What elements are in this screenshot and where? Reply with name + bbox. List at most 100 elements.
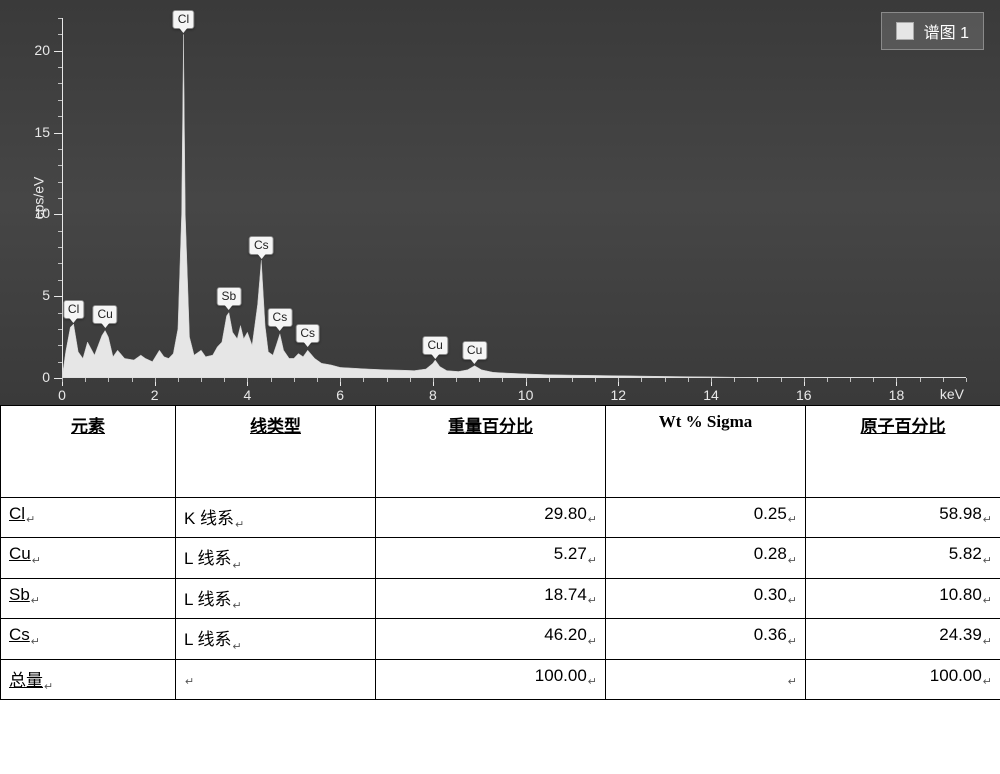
y-minor-tick: [58, 165, 62, 166]
col-header-linetype: 线类型: [176, 406, 376, 498]
y-minor-tick: [58, 34, 62, 35]
x-minor-tick: [479, 378, 480, 382]
peak-badge-cs: Cs: [249, 236, 274, 255]
cell-wtsigma: 0.28↵: [606, 538, 806, 578]
x-tick-label: 2: [151, 387, 159, 403]
cell-weightpct: 46.20↵: [376, 619, 606, 659]
x-minor-tick: [711, 378, 712, 382]
col-header-element: 元素: [1, 406, 176, 498]
cell-linetype: L 线系↵: [176, 578, 376, 618]
x-minor-tick: [155, 378, 156, 382]
table-header-row: 元素 线类型 重量百分比 Wt % Sigma 原子百分比: [1, 406, 1000, 498]
peak-badge-cu: Cu: [462, 341, 487, 360]
y-minor-tick: [58, 313, 62, 314]
table-body: Cl↵K 线系↵29.80↵0.25↵58.98↵Cu↵L 线系↵5.27↵0.…: [1, 498, 1000, 700]
y-tick-label: 10: [24, 205, 50, 221]
y-tick: [54, 378, 62, 379]
y-minor-tick: [58, 116, 62, 117]
x-minor-tick: [502, 378, 503, 382]
y-minor-tick: [58, 362, 62, 363]
x-tick-label: 16: [796, 387, 812, 403]
peak-badge-cl: Cl: [173, 10, 194, 29]
x-minor-tick: [896, 378, 897, 382]
y-minor-tick: [58, 247, 62, 248]
x-tick-label: 8: [429, 387, 437, 403]
x-minor-tick: [178, 378, 179, 382]
x-minor-tick: [781, 378, 782, 382]
x-minor-tick: [224, 378, 225, 382]
x-minor-tick: [804, 378, 805, 382]
cell-element: Cl↵: [1, 498, 176, 538]
x-minor-tick: [966, 378, 967, 382]
x-tick-label: 0: [58, 387, 66, 403]
y-minor-tick: [58, 280, 62, 281]
table-row: Cu↵L 线系↵5.27↵0.28↵5.82↵: [1, 538, 1000, 578]
peak-badge-cu: Cu: [92, 305, 117, 324]
y-minor-tick: [58, 345, 62, 346]
y-tick: [54, 51, 62, 52]
y-minor-tick: [58, 329, 62, 330]
x-minor-tick: [827, 378, 828, 382]
y-tick: [54, 214, 62, 215]
peak-badge-cu: Cu: [423, 336, 448, 355]
table-row: Cl↵K 线系↵29.80↵0.25↵58.98↵: [1, 498, 1000, 538]
col-header-weightpct: 重量百分比: [376, 406, 606, 498]
cell-element: Cs↵: [1, 619, 176, 659]
x-minor-tick: [873, 378, 874, 382]
peak-badge-cs: Cs: [268, 308, 293, 327]
y-minor-tick: [58, 182, 62, 183]
x-axis-label: keV: [940, 386, 964, 402]
x-minor-tick: [456, 378, 457, 382]
spectrum-chart: 谱图 1 cps/eV keV 05101520024681012141618C…: [0, 0, 1000, 405]
x-minor-tick: [132, 378, 133, 382]
cell-total-atompct: 100.00↵: [806, 659, 1000, 699]
y-tick: [54, 296, 62, 297]
peak-badge-cs: Cs: [295, 324, 320, 343]
cell-total-weightpct: 100.00↵: [376, 659, 606, 699]
y-minor-tick: [58, 231, 62, 232]
y-minor-tick: [58, 263, 62, 264]
x-tick-label: 6: [336, 387, 344, 403]
spectrum-fill: [62, 18, 966, 378]
cell-weightpct: 29.80↵: [376, 498, 606, 538]
cell-wtsigma: 0.25↵: [606, 498, 806, 538]
y-tick-label: 20: [24, 42, 50, 58]
cell-atompct: 24.39↵: [806, 619, 1000, 659]
x-minor-tick: [549, 378, 550, 382]
cell-atompct: 5.82↵: [806, 538, 1000, 578]
x-minor-tick: [943, 378, 944, 382]
cell-wtsigma: 0.30↵: [606, 578, 806, 618]
x-minor-tick: [294, 378, 295, 382]
y-tick-label: 15: [24, 124, 50, 140]
peak-badge-cl: Cl: [63, 300, 84, 319]
x-minor-tick: [433, 378, 434, 382]
x-minor-tick: [108, 378, 109, 382]
x-minor-tick: [618, 378, 619, 382]
x-tick-label: 14: [703, 387, 719, 403]
peak-badge-sb: Sb: [217, 287, 242, 306]
cell-atompct: 10.80↵: [806, 578, 1000, 618]
x-minor-tick: [665, 378, 666, 382]
composition-table: 元素 线类型 重量百分比 Wt % Sigma 原子百分比 Cl↵K 线系↵29…: [0, 405, 1000, 700]
col-header-atompct: 原子百分比: [806, 406, 1000, 498]
x-minor-tick: [85, 378, 86, 382]
x-minor-tick: [757, 378, 758, 382]
x-minor-tick: [271, 378, 272, 382]
x-minor-tick: [920, 378, 921, 382]
x-tick-label: 12: [611, 387, 627, 403]
y-minor-tick: [58, 198, 62, 199]
y-minor-tick: [58, 18, 62, 19]
x-minor-tick: [688, 378, 689, 382]
x-minor-tick: [595, 378, 596, 382]
x-minor-tick: [201, 378, 202, 382]
x-minor-tick: [62, 378, 63, 382]
x-minor-tick: [526, 378, 527, 382]
x-minor-tick: [317, 378, 318, 382]
x-minor-tick: [247, 378, 248, 382]
cell-weightpct: 18.74↵: [376, 578, 606, 618]
x-tick-label: 10: [518, 387, 534, 403]
cell-linetype: K 线系↵: [176, 498, 376, 538]
y-minor-tick: [58, 100, 62, 101]
cell-weightpct: 5.27↵: [376, 538, 606, 578]
cell-wtsigma: 0.36↵: [606, 619, 806, 659]
